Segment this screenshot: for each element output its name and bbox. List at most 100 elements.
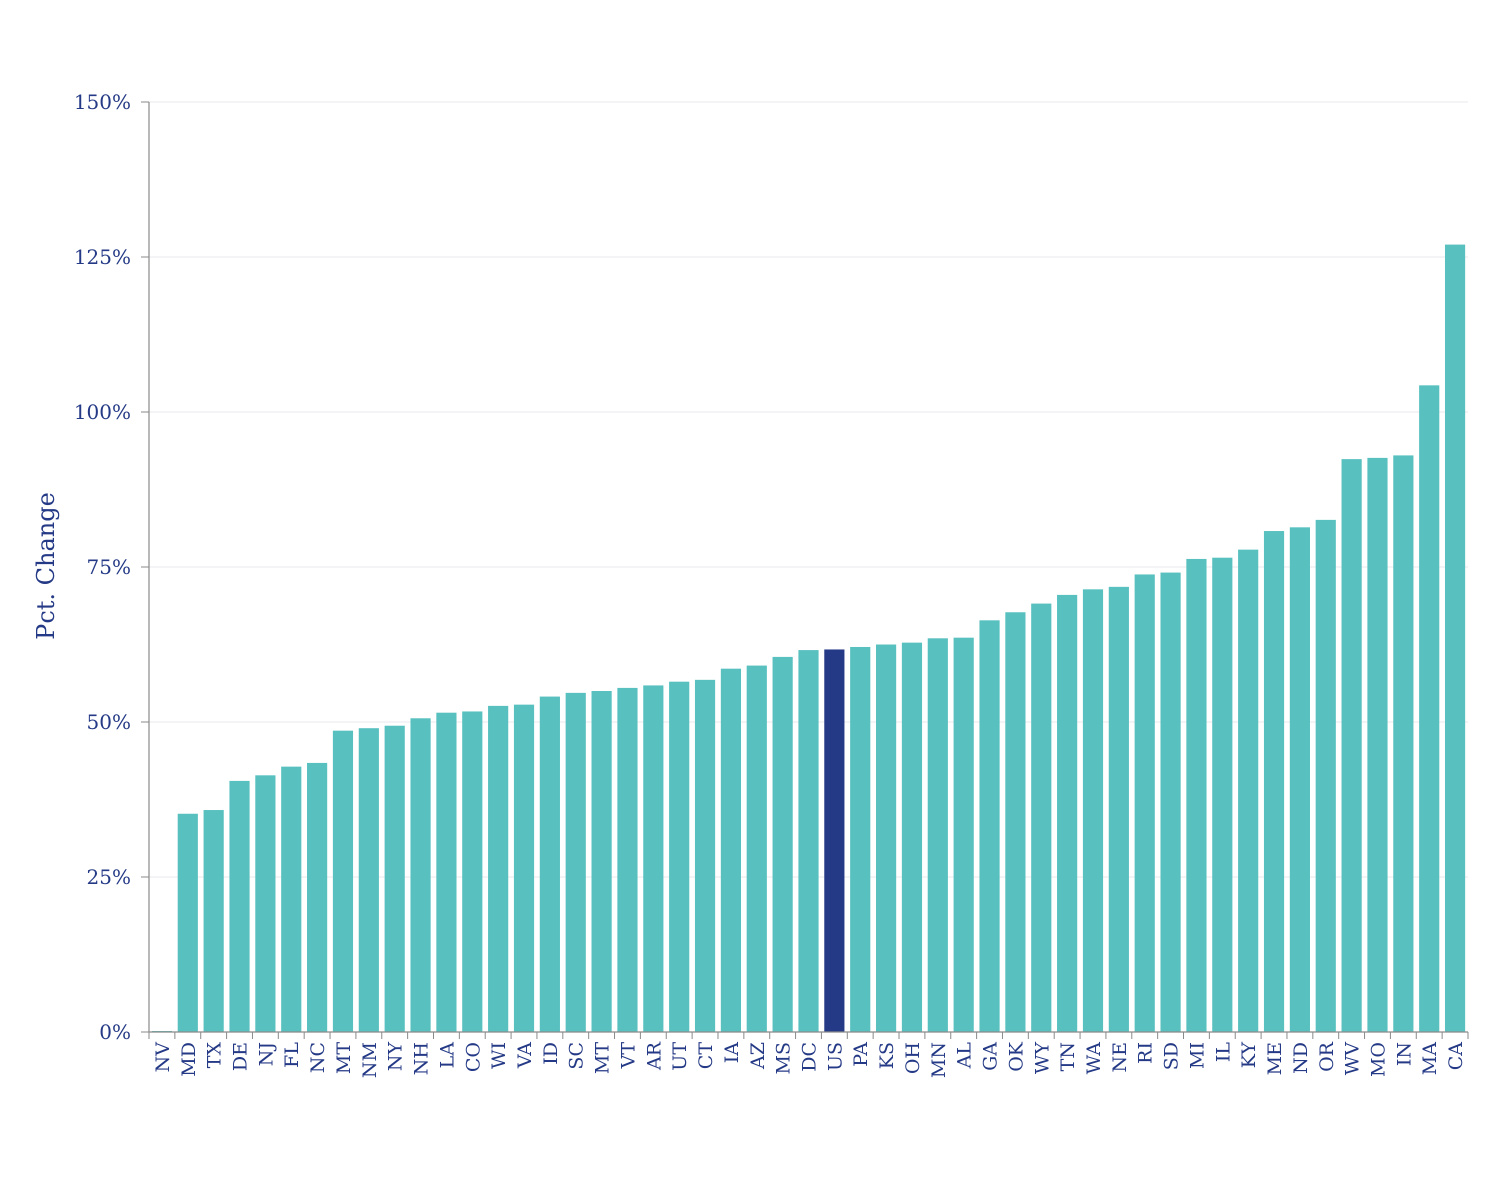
x-label-pa: PA: [850, 1042, 872, 1067]
axes: [141, 101, 1469, 1039]
x-label-sd: SD: [1161, 1042, 1183, 1070]
x-label-tx: TX: [204, 1042, 226, 1069]
x-label-wy: WY: [1031, 1042, 1053, 1075]
y-tick-label: 50%: [87, 710, 131, 734]
x-label-nc: NC: [307, 1042, 329, 1073]
bar-tn: [1057, 594, 1078, 1032]
x-label-va: VA: [514, 1042, 536, 1069]
bar-wv: [1341, 459, 1362, 1032]
bar-sd: [1160, 572, 1181, 1032]
bars: [151, 244, 1466, 1033]
bar-co: [462, 711, 483, 1032]
x-label-ny: NY: [385, 1042, 407, 1072]
x-label-ky: KY: [1238, 1042, 1260, 1069]
x-label-tn: TN: [1057, 1042, 1079, 1071]
x-label-mo: MO: [1367, 1042, 1389, 1077]
x-label-ct: CT: [695, 1042, 717, 1070]
x-label-ks: KS: [876, 1042, 898, 1069]
x-label-wa: WA: [1083, 1042, 1105, 1075]
bar-us: [824, 649, 845, 1032]
bar-ia: [720, 668, 741, 1032]
x-label-sc: SC: [566, 1042, 588, 1070]
bar-nj: [255, 775, 276, 1032]
x-label-wi: WI: [488, 1042, 510, 1069]
x-label-vt: VT: [617, 1042, 639, 1070]
bar-mo: [1367, 457, 1388, 1032]
bar-oh: [901, 642, 923, 1032]
bar-az: [746, 665, 767, 1032]
x-label-ne: NE: [1109, 1042, 1131, 1073]
y-axis-title: Pct. Change: [32, 492, 60, 640]
x-label-or: OR: [1316, 1041, 1338, 1072]
x-label-la: LA: [436, 1042, 458, 1069]
x-label-ok: OK: [1005, 1041, 1027, 1072]
x-label-dc: DC: [799, 1042, 821, 1072]
bar-vt: [617, 687, 638, 1032]
x-label-mn: MN: [928, 1042, 950, 1078]
bar-nc: [307, 762, 328, 1032]
x-label-oh: OH: [902, 1042, 924, 1074]
x-label-nv: NV: [152, 1042, 174, 1073]
bar-id: [539, 696, 560, 1032]
bar-al: [953, 637, 974, 1032]
x-label-fl: FL: [281, 1042, 303, 1068]
bar-mn: [927, 638, 948, 1032]
x-label-al: AL: [954, 1042, 976, 1070]
bar-in: [1393, 455, 1414, 1032]
x-label-ri: RI: [1135, 1042, 1157, 1064]
bar-ne: [1108, 586, 1129, 1032]
bar-ct: [694, 679, 716, 1032]
bar-tx: [203, 810, 224, 1032]
x-label-de: DE: [230, 1042, 252, 1071]
bar-ar: [643, 685, 664, 1032]
bar-ny: [384, 725, 405, 1032]
x-label-ga: GA: [980, 1042, 1002, 1071]
x-label-mt: MT: [333, 1042, 355, 1074]
bar-de: [229, 780, 250, 1032]
x-label-az: AZ: [747, 1042, 769, 1070]
bar-wa: [1082, 589, 1104, 1032]
x-label-nm: NM: [359, 1042, 381, 1078]
x-label-nh: NH: [411, 1042, 433, 1075]
bar-ga: [979, 620, 1000, 1032]
x-label-il: IL: [1212, 1042, 1234, 1063]
bar-ok: [1005, 612, 1026, 1032]
bar-or: [1315, 519, 1336, 1032]
bar-ut: [669, 681, 690, 1032]
x-label-nd: ND: [1290, 1042, 1312, 1074]
bar-sc: [565, 692, 586, 1032]
x-label-ma: MA: [1419, 1042, 1441, 1075]
bar-dc: [798, 650, 819, 1032]
bar-mi: [1186, 558, 1207, 1032]
x-label-ms: MS: [773, 1042, 795, 1074]
bar-ks: [876, 644, 897, 1032]
y-tick-label: 100%: [74, 400, 131, 424]
y-tick-label: 25%: [87, 865, 131, 889]
x-label-md: MD: [178, 1042, 200, 1077]
bar-wy: [1031, 603, 1052, 1032]
bar-la: [436, 712, 457, 1032]
y-tick-label: 75%: [87, 555, 131, 579]
bar-ms: [772, 656, 793, 1032]
bar-nd: [1289, 527, 1310, 1032]
y-tick-label: 150%: [74, 90, 131, 114]
bar-wi: [488, 705, 509, 1032]
bar-ri: [1134, 574, 1155, 1032]
bar-ca: [1444, 244, 1466, 1033]
x-label-ia: IA: [721, 1042, 743, 1064]
bar-ky: [1238, 549, 1259, 1032]
x-label-in: IN: [1393, 1042, 1415, 1066]
bar-va: [513, 704, 535, 1032]
bar-ma: [1419, 385, 1440, 1033]
x-label-id: ID: [540, 1042, 562, 1065]
x-label-ca: CA: [1445, 1042, 1467, 1071]
bar-fl: [281, 766, 302, 1032]
bar-mt: [591, 691, 612, 1032]
x-label-me: ME: [1264, 1042, 1286, 1075]
bar-nm: [358, 728, 379, 1032]
y-tick-labels: 0% 25% 50% 75% 100% 125% 150%: [74, 90, 131, 1044]
bar-il: [1212, 557, 1233, 1032]
x-label-co: CO: [462, 1042, 484, 1072]
x-label-ar: AR: [643, 1041, 665, 1071]
x-label-mt: MT: [592, 1042, 614, 1074]
